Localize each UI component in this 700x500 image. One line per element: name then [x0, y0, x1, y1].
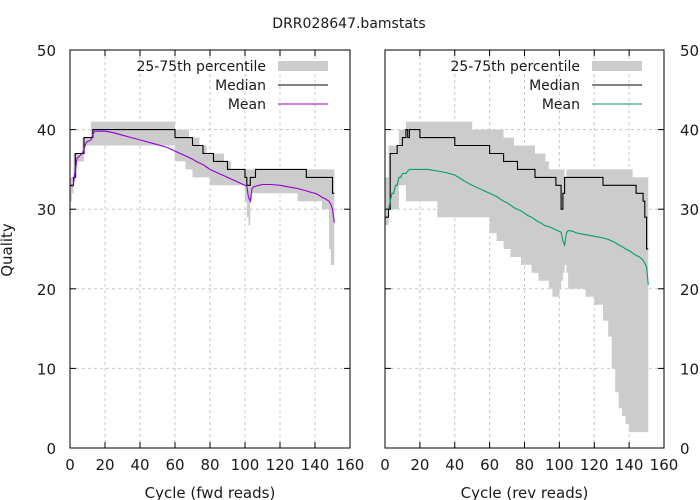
y-tick-label: 30 [37, 201, 56, 219]
x-tick-label: 40 [445, 456, 464, 474]
y-tick-label: 40 [680, 122, 699, 140]
legend-label: Median [215, 78, 266, 94]
x-tick-label: 60 [480, 456, 499, 474]
x-tick-label: 160 [650, 456, 679, 474]
chart-title: DRR028647.bamstats [272, 16, 425, 32]
x-tick-label: 100 [231, 456, 260, 474]
y-tick-label: 0 [46, 440, 56, 458]
median-line [70, 129, 335, 194]
y-axis-label: Quality [0, 223, 16, 277]
legend-label: Mean [542, 97, 580, 113]
x-tick-label: 0 [380, 456, 390, 474]
panel-fwd-reads: 0 20 40 60 80 100 120 140 160 0 10 20 30 40 50 Cycle (f… [37, 42, 364, 500]
x-axis-label: Cycle (fwd reads) [145, 484, 276, 500]
x-tick-label: 120 [266, 456, 295, 474]
percentile-band [70, 121, 335, 265]
legend-label: Mean [228, 97, 266, 113]
y-tick-label: 50 [37, 42, 56, 60]
y-tick-label: 20 [680, 281, 699, 299]
x-tick-label: 80 [200, 456, 219, 474]
x-tick-label: 100 [545, 456, 574, 474]
y-tick-label: 10 [37, 360, 56, 378]
percentile-band [385, 121, 649, 433]
y-tick-label: 50 [680, 42, 699, 60]
x-tick-label: 20 [410, 456, 429, 474]
x-tick-label: 0 [65, 456, 75, 474]
median-line [385, 129, 649, 250]
x-tick-label: 160 [336, 456, 365, 474]
y-tick-label: 10 [680, 360, 699, 378]
y-tick-label: 30 [680, 201, 699, 219]
legend: 25-75th percentile Median Mean [450, 59, 642, 113]
y-tick-label: 40 [37, 122, 56, 140]
legend-label: Median [529, 78, 580, 94]
x-tick-label: 80 [515, 456, 534, 474]
legend: 25-75th percentile Median Mean [136, 59, 328, 113]
mean-line [386, 168, 649, 285]
x-tick-label: 20 [95, 456, 114, 474]
x-axis-label: Cycle (rev reads) [461, 484, 589, 500]
x-tick-label: 60 [165, 456, 184, 474]
mean-line [71, 130, 335, 223]
x-tick-label: 140 [615, 456, 644, 474]
x-tick-label: 40 [130, 456, 149, 474]
legend-swatch-band [592, 61, 642, 71]
y-tick-label: 0 [680, 440, 690, 458]
legend-swatch-band [278, 61, 328, 71]
x-tick-label: 140 [301, 456, 330, 474]
y-tick-label: 20 [37, 281, 56, 299]
grid [70, 50, 350, 448]
legend-label: 25-75th percentile [450, 59, 580, 75]
legend-label: 25-75th percentile [136, 59, 266, 75]
x-tick-label: 120 [580, 456, 609, 474]
